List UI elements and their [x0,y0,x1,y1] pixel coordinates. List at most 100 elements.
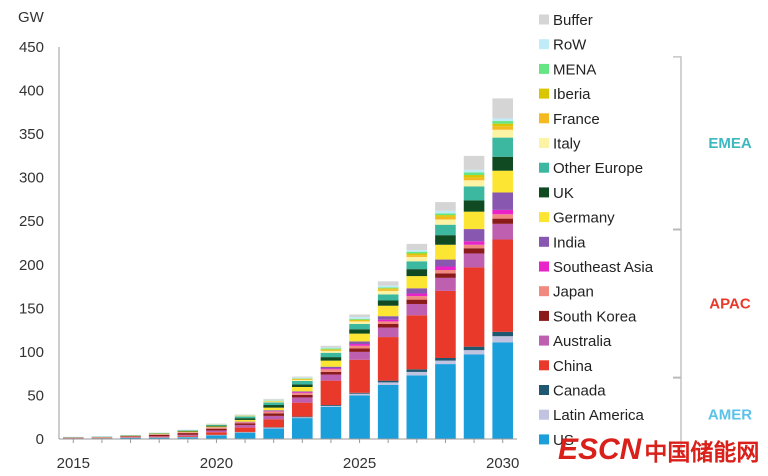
bar-stack-2025 [349,314,370,439]
bar-stack-2024 [320,345,342,439]
bar-stacks [63,98,513,439]
bar-segment [492,336,513,343]
legend-item: France [539,111,600,128]
bar-segment [435,259,456,267]
bar-segment [492,123,513,127]
bar-stack-2021 [234,414,256,439]
bar-segment [177,434,199,436]
y-tick-label: 450 [19,39,44,56]
bar-segment [177,432,199,434]
bar-segment [435,277,456,291]
legend-swatch [539,14,549,25]
bar-segment [320,357,342,361]
bar-segment [463,169,485,173]
legend-label: Latin America [553,407,645,424]
bar-segment [349,321,370,325]
bar-segment [148,436,170,437]
region-bracket [673,377,682,453]
bar-segment [320,366,342,369]
bar-segment [406,288,428,294]
bar-segment [492,209,513,215]
bar-segment [320,368,342,370]
bar-segment [435,357,456,361]
x-tick-label: 2020 [200,455,233,472]
legend-label: Italy [553,136,581,153]
bar-segment [263,402,284,406]
bar-segment [406,243,428,250]
bar-segment [120,436,141,437]
y-axis: GW 0 50 100 150 200 250 300 350 400 450 [18,9,60,448]
legend-label: RoW [553,37,587,54]
legend-item: US [539,432,574,449]
bar-segment [377,290,399,295]
bar-segment [463,241,485,245]
bar-segment [377,382,399,385]
bar-segment [406,299,428,304]
x-tick-label: 2015 [57,455,90,472]
bar-segment [492,137,513,157]
legend-label: Australia [553,333,612,350]
bar-segment [292,376,313,378]
bar-segment [463,248,485,254]
bar-segment [349,314,370,318]
bar-segment [377,305,399,317]
bar-segment [435,360,456,365]
bar-segment [377,288,399,290]
bar-segment [377,294,399,301]
bar-segment [377,384,399,439]
legend-item: India [539,234,586,251]
bar-segment [377,300,399,306]
bar-segment [263,428,284,439]
legend-swatch [539,434,549,445]
legend-item: MENA [539,61,596,78]
bar-segment [263,399,284,401]
legend-label: MENA [553,61,596,78]
bar-segment [234,424,256,428]
bar-stack-2018 [148,432,170,439]
bar-segment [120,437,141,439]
bar-segment [463,172,485,176]
bar-segment [206,428,227,431]
bar-segment [377,287,399,289]
bar-segment [377,321,399,325]
bar-segment [263,410,284,412]
legend-label: India [553,234,586,251]
bar-segment [492,118,513,122]
x-tick-label: 2025 [343,455,376,472]
bar-segment [406,303,428,316]
legend-item: Iberia [539,86,591,103]
bar-segment [492,223,513,240]
bar-segment [320,345,342,348]
bar-segment [263,413,284,416]
legend-item: Germany [539,210,615,227]
legend-swatch [539,162,549,173]
x-tick-label: 2030 [486,455,519,472]
bar-segment [234,422,256,424]
legend-item: Southeast Asia [539,259,654,276]
bar-segment [292,393,313,395]
bar-segment [349,359,370,393]
bar-segment [349,341,370,345]
bar-segment [206,435,227,439]
bar-segment [292,386,313,392]
bar-segment [349,393,370,396]
legend-item: Latin America [539,407,645,424]
legend-label: Germany [553,210,615,227]
bar-segment [320,371,342,375]
bar-segment [406,276,428,289]
bar-segment [377,324,399,328]
escn-watermark-logo: ESCN 中国储能网 [558,432,768,468]
legend-label: Other Europe [553,160,643,177]
region-group-emea: EMEA [673,56,752,230]
y-tick-label: 350 [19,126,44,143]
bar-segment [148,434,170,437]
bar-segment [234,432,256,433]
legend-swatch [539,63,549,74]
legend-label: China [553,358,593,375]
bar-segment [292,384,313,387]
bar-segment [292,391,313,393]
y-tick-label: 150 [19,300,44,317]
bar-segment [435,266,456,270]
bar-segment [463,180,485,187]
bar-segment [406,249,428,252]
